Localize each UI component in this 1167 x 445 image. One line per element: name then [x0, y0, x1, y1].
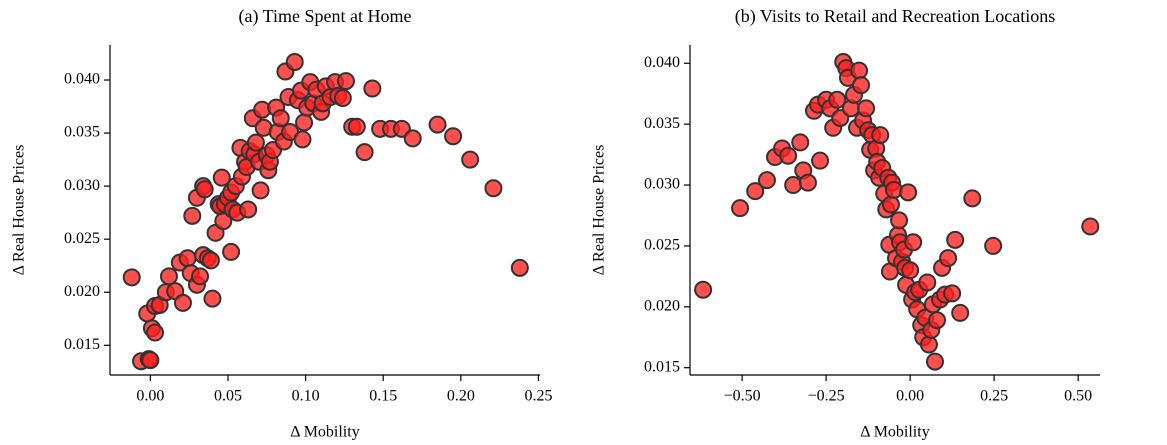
point [355, 143, 374, 162]
point [963, 189, 982, 208]
point [943, 284, 962, 303]
subplot-title: (a) Time Spent at Home [239, 6, 412, 27]
x-axis-label: Δ Mobility [290, 424, 359, 441]
y-tick-label: 0.035 [64, 124, 100, 141]
point [951, 303, 970, 322]
point [195, 180, 214, 199]
x-tick-label: 0.05 [214, 388, 242, 405]
point [811, 151, 830, 170]
point [857, 99, 876, 118]
point [946, 230, 965, 249]
x-tick-label: 0.15 [369, 388, 397, 405]
x-tick-label: 0.50 [1064, 388, 1092, 405]
point [904, 233, 923, 252]
point [271, 109, 290, 128]
point [901, 261, 920, 280]
point [347, 117, 366, 136]
y-tick-label: 0.020 [644, 297, 680, 314]
point [852, 76, 871, 95]
y-tick-label: 0.030 [64, 177, 100, 194]
x-axis-label: Δ Mobility [860, 424, 929, 441]
y-tick-label: 0.020 [64, 283, 100, 300]
point [141, 351, 160, 370]
point [731, 199, 750, 218]
point [791, 133, 810, 152]
point [122, 268, 141, 287]
point [214, 212, 233, 231]
x-tick-label: 0.20 [447, 388, 475, 405]
subplot-title: (b) Visits to Retail and Recreation Loca… [735, 6, 1056, 27]
point [333, 89, 352, 108]
point [881, 195, 900, 214]
point [212, 168, 231, 187]
x-tick-label: 0.00 [136, 388, 164, 405]
point [939, 249, 958, 268]
point [484, 179, 503, 198]
point [798, 173, 817, 192]
y-axis-label: Δ Real House Prices [11, 145, 28, 276]
point [251, 181, 270, 200]
y-tick-label: 0.015 [644, 358, 680, 375]
y-tick-label: 0.040 [644, 54, 680, 71]
x-tick-label: 0.25 [524, 388, 552, 405]
point [403, 129, 422, 148]
point [828, 90, 847, 109]
y-axis-label: Δ Real House Prices [591, 145, 608, 276]
point [1081, 217, 1100, 236]
y-tick-label: 0.025 [64, 230, 100, 247]
point [746, 182, 765, 201]
point [918, 273, 937, 292]
point [295, 113, 314, 132]
point [984, 236, 1003, 255]
point [510, 258, 529, 277]
point [850, 61, 869, 80]
point [461, 150, 480, 169]
point [363, 79, 382, 98]
x-tick-label: −0.50 [724, 388, 761, 405]
point [871, 126, 890, 145]
point [890, 211, 909, 230]
y-tick-label: 0.040 [64, 71, 100, 88]
y-tick-label: 0.035 [644, 115, 680, 132]
point [428, 115, 447, 134]
point [191, 267, 210, 286]
point [757, 171, 776, 190]
y-tick-label: 0.030 [644, 176, 680, 193]
x-tick-label: 0.00 [896, 388, 924, 405]
point [336, 72, 355, 91]
x-tick-label: −0.25 [808, 388, 845, 405]
point [899, 183, 918, 202]
point [222, 242, 241, 261]
y-tick-label: 0.025 [644, 237, 680, 254]
point [183, 206, 202, 225]
point [444, 127, 463, 146]
point [239, 200, 258, 219]
point [285, 52, 304, 71]
point [293, 130, 312, 149]
point [784, 176, 803, 195]
x-tick-label: 0.25 [980, 388, 1008, 405]
point [925, 352, 944, 371]
point [928, 311, 947, 330]
y-tick-label: 0.015 [64, 336, 100, 353]
point [178, 249, 197, 268]
point [694, 280, 713, 299]
x-tick-label: 0.10 [292, 388, 320, 405]
point [919, 335, 938, 354]
point [779, 146, 798, 165]
point [159, 267, 178, 286]
point [203, 289, 222, 308]
point [246, 133, 265, 152]
point [173, 293, 192, 312]
point [146, 323, 165, 342]
point [201, 251, 220, 270]
